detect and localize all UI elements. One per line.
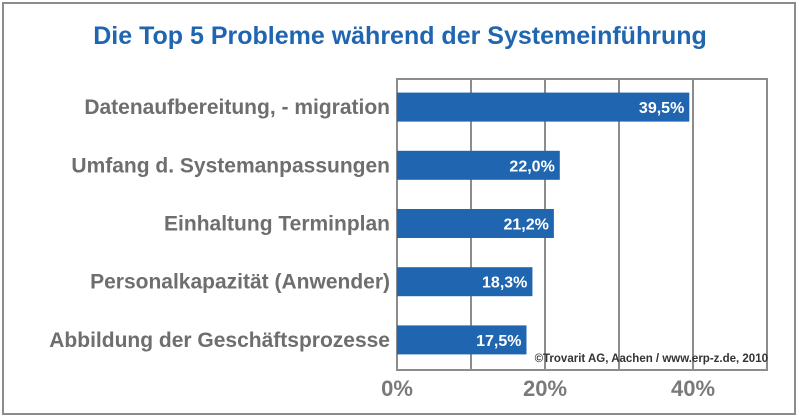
category-label: Personalkapazität (Anwender) [90, 271, 390, 294]
bar-layer [397, 92, 690, 355]
data-label: 39,5% [639, 100, 684, 117]
bar [397, 209, 554, 238]
x-tick-label: 40% [671, 376, 715, 401]
data-label: 18,3% [482, 275, 527, 292]
x-tick-label: 20% [523, 376, 567, 401]
x-tick-label: 0% [381, 376, 413, 401]
source-note: ©Trovarit AG, Aachen / www.erp-z.de, 201… [535, 353, 768, 365]
data-label: 17,5% [476, 333, 521, 350]
data-label: 22,0% [509, 158, 554, 175]
category-label: Einhaltung Terminplan [164, 213, 390, 236]
category-label: Datenaufbereitung, - migration [84, 96, 390, 119]
bar [397, 267, 533, 297]
bar [397, 92, 690, 122]
data-label: 21,2% [504, 217, 549, 234]
category-label: Umfang d. Systemanpassungen [71, 154, 390, 177]
category-label: Abbildung der Geschäftsprozesse [49, 329, 390, 352]
chart-title: Die Top 5 Probleme während der Systemein… [93, 22, 707, 50]
label-layer: 0% 20% 40% 39,5% Datenaufbereitung, - migrat… [49, 96, 715, 401]
bar [397, 325, 527, 355]
bar [397, 150, 560, 180]
